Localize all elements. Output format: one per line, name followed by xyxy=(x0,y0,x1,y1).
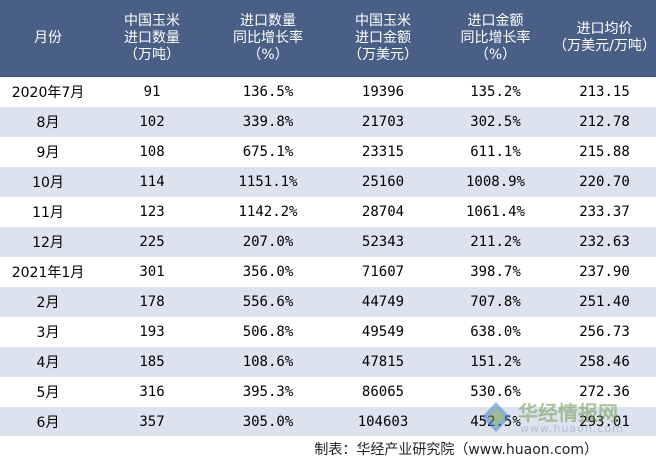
month-cell: 2021年1月 xyxy=(11,265,85,281)
import-value-cell: 86065 xyxy=(361,384,405,400)
import-volume-cell: 123 xyxy=(139,204,165,220)
value-growth-cell: 707.8% xyxy=(470,294,521,310)
avg-price-cell: 220.70 xyxy=(579,174,630,190)
import-volume-cell: 225 xyxy=(139,234,165,250)
header-volume-growth: 进口数量 同比增长率 （%） xyxy=(233,12,303,63)
table-body: 2020年7月 91 136.5% 19396 135.2% 213.15 8月 102 339… xyxy=(0,77,656,437)
value-growth-cell: 398.7% xyxy=(470,264,521,280)
month-cell: 4月 xyxy=(36,355,60,371)
table-row: 3月 193 506.8% 49549 638.0% 256.73 xyxy=(0,317,656,347)
import-volume-cell: 301 xyxy=(139,264,165,280)
import-volume-cell: 91 xyxy=(143,84,161,100)
volume-growth-cell: 506.8% xyxy=(242,324,294,340)
volume-growth-cell: 108.6% xyxy=(242,354,294,370)
import-value-cell: 47815 xyxy=(361,354,405,370)
avg-price-cell: 212.78 xyxy=(579,114,630,130)
volume-growth-cell: 675.1% xyxy=(242,144,294,160)
import-value-cell: 44749 xyxy=(361,294,405,310)
import-value-cell: 52343 xyxy=(361,234,405,250)
import-value-cell: 28704 xyxy=(361,204,405,220)
avg-price-cell: 237.90 xyxy=(579,264,630,280)
import-value-cell: 21703 xyxy=(361,114,405,130)
volume-growth-cell: 136.5% xyxy=(242,84,294,100)
table-row: 2月 178 556.6% 44749 707.8% 251.40 xyxy=(0,287,656,317)
import-value-cell: 25160 xyxy=(361,174,405,190)
value-growth-cell: 151.2% xyxy=(470,354,521,370)
volume-growth-cell: 339.8% xyxy=(242,114,294,130)
import-value-cell: 49549 xyxy=(361,324,405,340)
table-row: 11月 123 1142.2% 28704 1061.4% 233.37 xyxy=(0,197,656,227)
table-row: 4月 185 108.6% 47815 151.2% 258.46 xyxy=(0,347,656,377)
value-growth-cell: 611.1% xyxy=(470,144,521,160)
volume-growth-cell: 207.0% xyxy=(242,234,294,250)
volume-growth-cell: 556.6% xyxy=(242,294,294,310)
header-value-growth: 进口金额 同比增长率 （%） xyxy=(460,12,531,63)
import-value-cell: 104603 xyxy=(357,414,409,430)
volume-growth-cell: 1151.1% xyxy=(238,174,298,190)
header-month: 月份 xyxy=(34,29,62,46)
avg-price-cell: 258.46 xyxy=(579,354,630,370)
footer: 制表：华经产业研究院（www.huaon.com） xyxy=(0,436,656,465)
table-row: 9月 108 675.1% 23315 611.1% 215.88 xyxy=(0,137,656,167)
avg-price-cell: 272.36 xyxy=(579,384,630,400)
table-row: 5月 316 395.3% 86065 530.6% 272.36 xyxy=(0,377,656,407)
table-row: 2021年1月 301 356.0% 71607 398.7% 237.90 xyxy=(0,257,656,287)
import-value-cell: 23315 xyxy=(361,144,405,160)
value-growth-cell: 1061.4% xyxy=(465,204,525,220)
value-growth-cell: 302.5% xyxy=(470,114,521,130)
table-row: 12月 225 207.0% 52343 211.2% 232.63 xyxy=(0,227,656,257)
table-row: 6月 357 305.0% 104603 452.5% 293.01 xyxy=(0,407,656,437)
value-growth-cell: 530.6% xyxy=(470,384,521,400)
import-volume-cell: 108 xyxy=(139,144,165,160)
month-cell: 10月 xyxy=(32,175,64,191)
month-cell: 6月 xyxy=(36,415,60,431)
import-volume-cell: 102 xyxy=(139,114,165,130)
table-row: 10月 114 1151.1% 25160 1008.9% 220.70 xyxy=(0,167,656,197)
volume-growth-cell: 305.0% xyxy=(242,414,294,430)
import-value-cell: 71607 xyxy=(361,264,405,280)
avg-price-cell: 293.01 xyxy=(579,414,630,430)
month-cell: 11月 xyxy=(32,205,64,221)
source-note: 制表：华经产业研究院（www.huaon.com） xyxy=(314,442,598,458)
import-volume-cell: 193 xyxy=(139,324,165,340)
import-volume-cell: 357 xyxy=(139,414,165,430)
table-header-row: 月份 中国玉米 进口数量 （万吨） 进口数量 同比增长率 （%） 中国玉米 进口… xyxy=(0,0,656,77)
import-volume-cell: 178 xyxy=(139,294,165,310)
volume-growth-cell: 356.0% xyxy=(242,264,294,280)
value-growth-cell: 211.2% xyxy=(470,234,521,250)
table-row: 2020年7月 91 136.5% 19396 135.2% 213.15 xyxy=(0,77,656,107)
value-growth-cell: 135.2% xyxy=(470,84,521,100)
value-growth-cell: 638.0% xyxy=(470,324,521,340)
table-row: 8月 102 339.8% 21703 302.5% 212.78 xyxy=(0,107,656,137)
avg-price-cell: 256.73 xyxy=(579,324,630,340)
volume-growth-cell: 1142.2% xyxy=(238,204,298,220)
avg-price-cell: 213.15 xyxy=(579,84,630,100)
month-cell: 5月 xyxy=(36,385,60,401)
header-import-volume: 中国玉米 进口数量 （万吨） xyxy=(124,12,180,63)
avg-price-cell: 251.40 xyxy=(579,294,630,310)
volume-growth-cell: 395.3% xyxy=(242,384,294,400)
header-import-value: 中国玉米 进口金额 （万美元） xyxy=(348,12,418,63)
month-cell: 2月 xyxy=(36,295,60,311)
month-cell: 2020年7月 xyxy=(11,85,85,101)
avg-price-cell: 232.63 xyxy=(579,234,630,250)
month-cell: 8月 xyxy=(36,115,60,131)
value-growth-cell: 452.5% xyxy=(470,414,521,430)
import-value-cell: 19396 xyxy=(361,84,405,100)
avg-price-cell: 215.88 xyxy=(579,144,630,160)
month-cell: 9月 xyxy=(36,145,60,161)
value-growth-cell: 1008.9% xyxy=(465,174,525,190)
import-volume-cell: 316 xyxy=(139,384,165,400)
import-volume-cell: 185 xyxy=(139,354,165,370)
data-table: 月份 中国玉米 进口数量 （万吨） 进口数量 同比增长率 （%） 中国玉米 进口… xyxy=(0,0,656,437)
header-avg-price: 进口均价 （万美元/万吨） xyxy=(553,21,656,54)
avg-price-cell: 233.37 xyxy=(579,204,630,220)
month-cell: 3月 xyxy=(36,325,60,341)
import-volume-cell: 114 xyxy=(139,174,165,190)
month-cell: 12月 xyxy=(32,235,64,251)
